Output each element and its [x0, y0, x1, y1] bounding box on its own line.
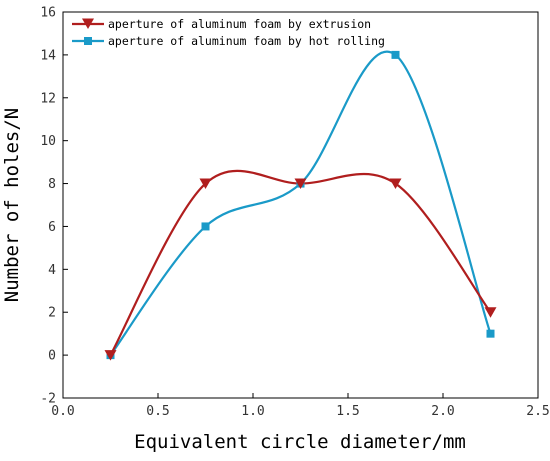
y-tick-label: 8 [48, 177, 56, 192]
data-point-triangle [484, 307, 497, 318]
y-tick-label: 4 [48, 263, 56, 278]
data-point-triangle [199, 178, 212, 190]
x-tick-label: 1.5 [336, 404, 359, 419]
data-point-triangle [389, 178, 402, 190]
data-point-square [486, 329, 495, 338]
y-tick-label: 0 [48, 349, 56, 364]
series-lines [109, 50, 492, 356]
data-point-triangle [104, 350, 117, 361]
y-tick-label: 16 [40, 6, 56, 21]
plot-frame [62, 11, 539, 399]
legend-label-extrusion: aperture of aluminum foam by extrusion [108, 17, 371, 31]
legend: aperture of aluminum foam by extrusion a… [72, 17, 385, 48]
y-axis-title: Number of holes/N [1, 108, 23, 302]
axis-ticks: 0.0 0.5 1.0 1.5 2.0 2.5 -2 0 2 4 6 8 10 12 14 16 [40, 6, 549, 420]
x-tick-label: 2.0 [431, 404, 454, 419]
legend-marker-triangle-down-icon [82, 18, 94, 29]
legend-marker-square-icon [84, 37, 92, 45]
y-tick-label: 10 [40, 134, 56, 149]
series-line-0 [109, 169, 492, 356]
y-tick-label: 14 [40, 48, 56, 63]
x-tick-label: 1.0 [241, 404, 264, 419]
x-axis-title: Equivalent circle diameter/mm [134, 431, 466, 453]
data-point-square [201, 222, 210, 231]
x-tick-label: 0.0 [51, 404, 74, 419]
y-tick-label: 12 [40, 91, 56, 106]
data-point-triangle [294, 178, 307, 190]
y-tick-label: 6 [48, 220, 56, 235]
legend-label-hot-rolling: aperture of aluminum foam by hot rolling [108, 34, 385, 48]
y-tick-label: -2 [40, 392, 56, 407]
series-markers [104, 50, 497, 361]
series-line-1 [109, 50, 492, 356]
data-point-square [391, 50, 400, 59]
x-tick-label: 0.5 [146, 404, 169, 419]
x-tick-label: 2.5 [526, 404, 549, 419]
y-tick-label: 2 [48, 306, 56, 321]
